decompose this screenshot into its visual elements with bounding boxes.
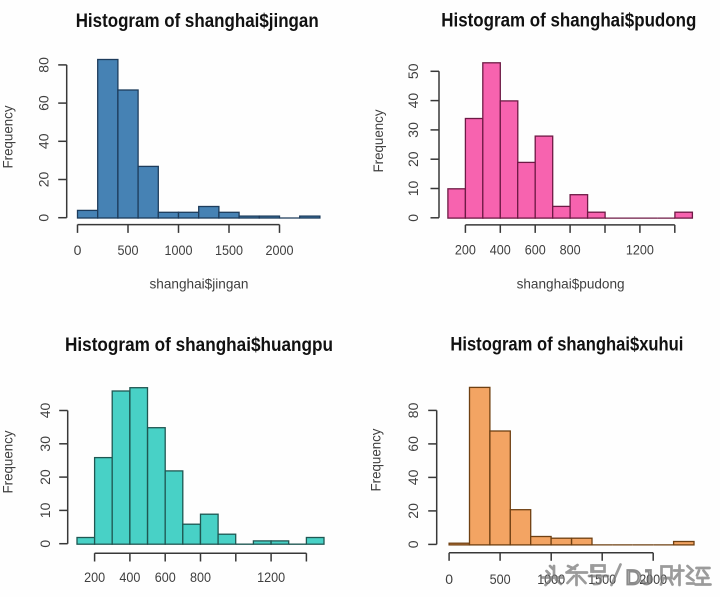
svg-text:0: 0 xyxy=(405,214,421,222)
svg-text:80: 80 xyxy=(36,57,52,73)
svg-text:60: 60 xyxy=(405,436,421,452)
svg-text:0: 0 xyxy=(445,571,453,587)
svg-text:1200: 1200 xyxy=(626,242,654,258)
svg-text:Histogram of shanghai$jingan: Histogram of shanghai$jingan xyxy=(76,11,319,32)
svg-text:400: 400 xyxy=(490,242,511,258)
svg-text:shanghai$jingan: shanghai$jingan xyxy=(150,276,249,292)
svg-text:20: 20 xyxy=(36,172,52,188)
svg-text:0: 0 xyxy=(37,540,53,548)
svg-text:0: 0 xyxy=(405,540,421,548)
svg-text:Histogram of shanghai$xuhui: Histogram of shanghai$xuhui xyxy=(450,335,683,356)
svg-text:20: 20 xyxy=(405,151,421,167)
svg-text:10: 10 xyxy=(405,181,421,197)
svg-text:40: 40 xyxy=(405,93,421,109)
svg-text:Frequency: Frequency xyxy=(370,110,386,173)
svg-text:0: 0 xyxy=(36,214,52,222)
svg-text:Frequency: Frequency xyxy=(0,431,16,494)
svg-text:600: 600 xyxy=(155,569,176,585)
svg-text:10: 10 xyxy=(37,502,53,518)
svg-text:400: 400 xyxy=(119,569,140,585)
svg-text:0: 0 xyxy=(74,242,82,258)
svg-text:30: 30 xyxy=(405,122,421,138)
svg-text:1200: 1200 xyxy=(257,569,285,585)
svg-text:800: 800 xyxy=(190,569,211,585)
svg-text:Histogram of shanghai$huangpu: Histogram of shanghai$huangpu xyxy=(65,335,333,356)
svg-text:200: 200 xyxy=(84,569,105,585)
svg-text:500: 500 xyxy=(490,571,511,587)
svg-text:40: 40 xyxy=(405,469,421,485)
svg-text:60: 60 xyxy=(36,95,52,111)
svg-text:30: 30 xyxy=(37,436,53,452)
svg-text:40: 40 xyxy=(37,403,53,419)
svg-text:800: 800 xyxy=(560,242,581,258)
svg-text:500: 500 xyxy=(118,242,139,258)
svg-text:200: 200 xyxy=(455,242,476,258)
svg-text:1000: 1000 xyxy=(165,242,193,258)
svg-text:1500: 1500 xyxy=(215,242,243,258)
svg-text:40: 40 xyxy=(36,133,52,149)
svg-text:600: 600 xyxy=(525,242,546,258)
svg-text:Frequency: Frequency xyxy=(0,106,16,169)
svg-text:Histogram of shanghai$pudong: Histogram of shanghai$pudong xyxy=(441,10,696,31)
svg-text:Frequency: Frequency xyxy=(368,429,384,492)
svg-text:50: 50 xyxy=(405,63,421,79)
svg-text:DJ: DJ xyxy=(626,567,653,590)
svg-text:80: 80 xyxy=(405,402,421,418)
svg-text:20: 20 xyxy=(37,469,53,485)
svg-text:2000: 2000 xyxy=(266,242,294,258)
svg-text:20: 20 xyxy=(405,503,421,519)
svg-text:shanghai$pudong: shanghai$pudong xyxy=(517,276,625,292)
